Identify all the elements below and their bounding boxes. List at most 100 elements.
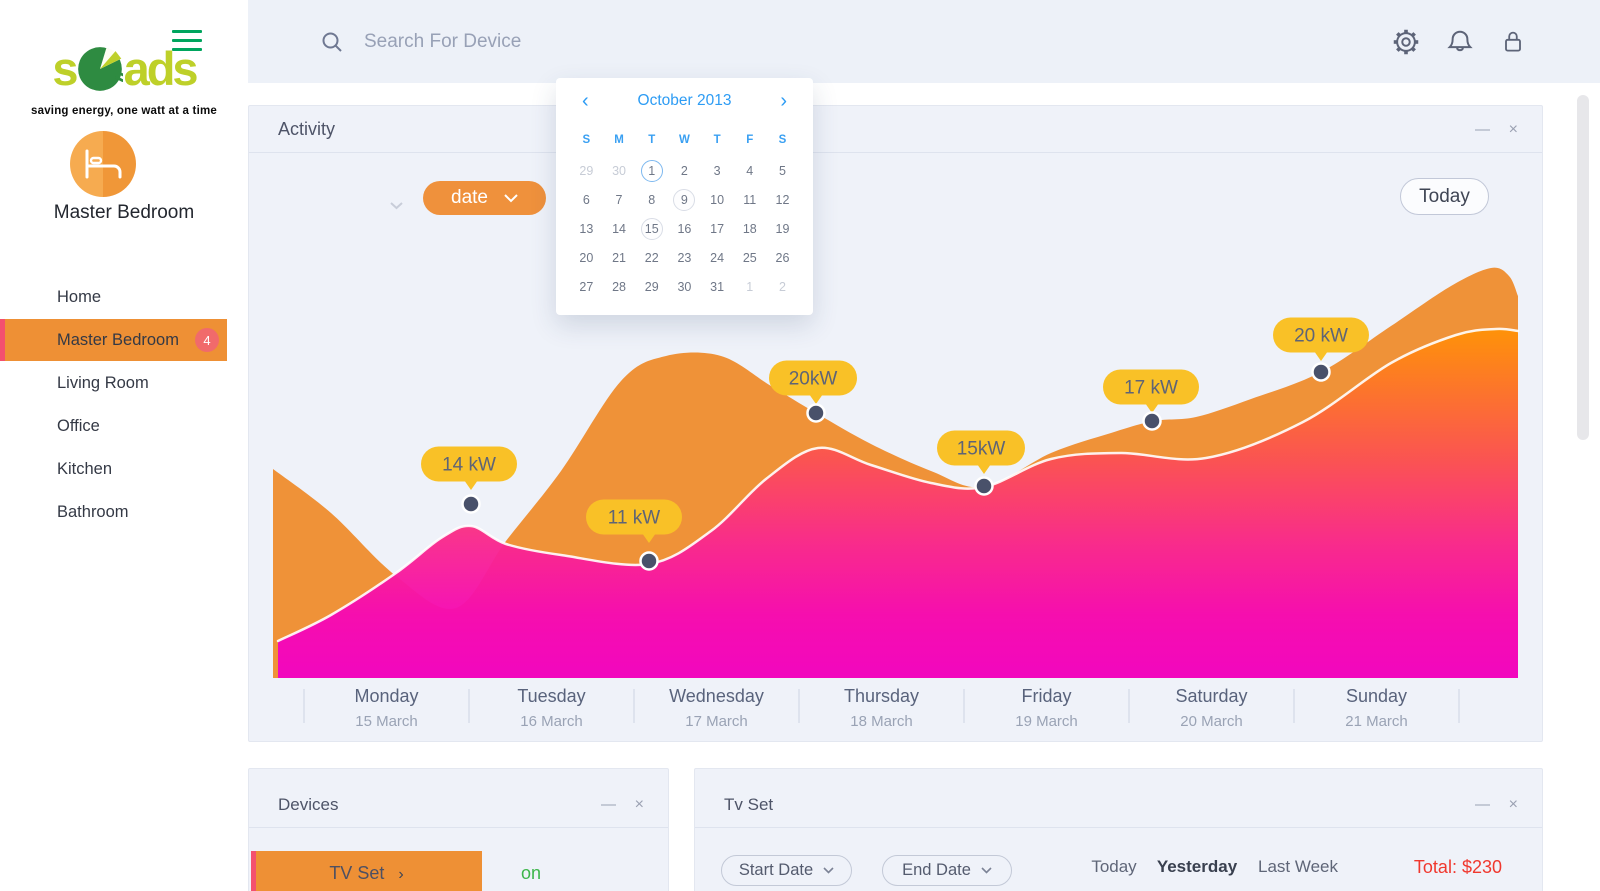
calendar-day[interactable]: 9 (668, 185, 701, 214)
data-point-dot (461, 494, 481, 514)
calendar-day[interactable]: 30 (612, 163, 626, 178)
sidebar-item-label: Home (57, 287, 102, 306)
calendar-day[interactable]: 6 (582, 192, 590, 207)
lock-icon[interactable] (1500, 28, 1526, 56)
series-pink-line (276, 327, 1520, 643)
date-dropdown-button[interactable]: date (423, 181, 546, 215)
axis-day-label: Friday (1021, 686, 1071, 706)
calendar-day[interactable]: 20 (579, 250, 594, 265)
bed-icon (70, 131, 136, 197)
calendar-day-letter: M (614, 134, 624, 146)
device-row-tv-set[interactable]: TV Set › (251, 851, 482, 891)
today-button[interactable]: Today (1400, 178, 1489, 215)
calendar-day[interactable]: 31 (710, 279, 725, 294)
calendar-day[interactable]: 7 (615, 192, 623, 207)
sidebar: s ads saving energy, one watt at a time … (0, 0, 248, 891)
label-tail (1145, 403, 1159, 413)
hamburger-menu-icon[interactable] (172, 30, 202, 57)
calendar-day[interactable]: 5 (778, 163, 786, 178)
calendar-day[interactable]: 28 (612, 279, 626, 294)
calendar-prev-icon[interactable]: ‹ (582, 90, 589, 112)
chevron-down-icon (981, 867, 992, 874)
axis-day-label: Sunday (1346, 686, 1407, 706)
data-point-group: 15kW (937, 430, 1025, 496)
label-tail (642, 533, 656, 543)
calendar-day[interactable]: 13 (579, 221, 594, 236)
quick-filter-today[interactable]: Today (1091, 857, 1137, 876)
data-point-dot (806, 403, 826, 423)
calendar-day[interactable]: 16 (677, 221, 692, 236)
calendar-day[interactable]: 19 (775, 221, 790, 236)
end-date-dropdown[interactable]: End Date (882, 855, 1012, 886)
value-label-text: 11 kW (608, 508, 661, 529)
calendar-day[interactable]: 22 (644, 250, 659, 265)
calendar-day[interactable]: 12 (775, 192, 790, 207)
calendar-day[interactable]: 4 (746, 163, 754, 178)
calendar-day[interactable]: 11 (743, 192, 757, 207)
calendar-day[interactable]: 10 (710, 192, 725, 207)
minimize-icon[interactable]: — (1475, 121, 1490, 138)
calendar-day-letter: F (746, 134, 754, 146)
value-label-text: 20 kW (1294, 326, 1348, 347)
start-date-dropdown[interactable]: Start Date (721, 855, 852, 886)
value-label-pill (421, 446, 517, 482)
sidebar-item-living-room[interactable]: Living Room (0, 362, 248, 404)
device-status: on (521, 863, 542, 883)
label-tail (1314, 351, 1328, 361)
close-icon[interactable]: × (1508, 121, 1518, 138)
data-point-dot (1142, 411, 1162, 431)
calendar-day-letter: W (678, 134, 690, 146)
calendar-day[interactable]: 1 (746, 279, 754, 294)
calendar-day[interactable]: 29 (644, 279, 659, 294)
quick-filter-yesterday[interactable]: Yesterday (1156, 857, 1238, 876)
value-label-text: 20kW (789, 369, 838, 390)
calendar-day[interactable]: 14 (612, 221, 626, 236)
close-icon[interactable]: × (1508, 796, 1518, 813)
logo-plug-icon (77, 46, 126, 92)
calendar-day[interactable]: 8 (648, 192, 656, 207)
calendar-day[interactable]: 18 (742, 221, 757, 236)
search-input[interactable] (362, 29, 782, 54)
sidebar-item-home[interactable]: Home (0, 276, 248, 318)
calendar-day[interactable]: 21 (612, 250, 626, 265)
topbar (248, 0, 1600, 83)
calendar-day[interactable]: 1 (635, 156, 668, 185)
bell-icon[interactable] (1446, 28, 1474, 56)
close-icon[interactable]: × (634, 796, 644, 813)
activity-panel: Monday 15 March Tuesday 16 March Wednesday 17… (248, 105, 1543, 742)
sidebar-item-office[interactable]: Office (0, 405, 248, 447)
calendar-next-icon[interactable]: › (780, 90, 787, 112)
axis-day-label: Monday (354, 686, 418, 706)
sidebar-item-bathroom[interactable]: Bathroom (0, 491, 248, 533)
calendar-day[interactable]: 2 (778, 279, 786, 294)
tvset-panel: Tv Set — × Start Date End Date Today Yest… (694, 768, 1543, 891)
calendar-day[interactable]: 23 (677, 250, 692, 265)
calendar-day[interactable]: 30 (677, 279, 692, 294)
calendar-day-letter: S (582, 134, 591, 146)
calendar-day[interactable]: 24 (710, 250, 725, 265)
calendar-day[interactable]: 15 (635, 214, 668, 243)
calendar-day[interactable]: 3 (713, 163, 721, 178)
page-scrollbar-thumb[interactable] (1577, 95, 1589, 440)
value-label-pill (1273, 317, 1369, 353)
sidebar-item-kitchen[interactable]: Kitchen (0, 448, 248, 490)
minimize-icon[interactable]: — (1475, 796, 1490, 813)
calendar-day[interactable]: 25 (742, 250, 757, 265)
quick-filter-last-week[interactable]: Last Week (1257, 857, 1339, 876)
gear-icon[interactable] (1392, 28, 1420, 56)
value-label-text: 14 kW (442, 455, 496, 476)
value-label-pill (586, 499, 682, 535)
calendar-day[interactable]: 29 (579, 163, 594, 178)
calendar-popup: ‹ October 2013 › S M T W T F S 29 30 1 2 3 4 5 6 7 8 9 10 1… (556, 78, 813, 315)
axis-date-label: 16 March (520, 713, 583, 730)
axis-day-label: Saturday (1175, 686, 1247, 706)
calendar-day[interactable]: 27 (579, 279, 594, 294)
devices-panel: Devices — × TV Set › on (248, 768, 669, 891)
calendar-day[interactable]: 17 (710, 221, 725, 236)
label-tail (464, 480, 478, 490)
minimize-icon[interactable]: — (601, 796, 616, 813)
calendar-day[interactable]: 26 (775, 250, 790, 265)
sidebar-item-master-bedroom[interactable]: Master Bedroom 4 (0, 319, 227, 361)
calendar-day[interactable]: 2 (680, 163, 688, 178)
axis-date-label: 15 March (355, 713, 418, 730)
